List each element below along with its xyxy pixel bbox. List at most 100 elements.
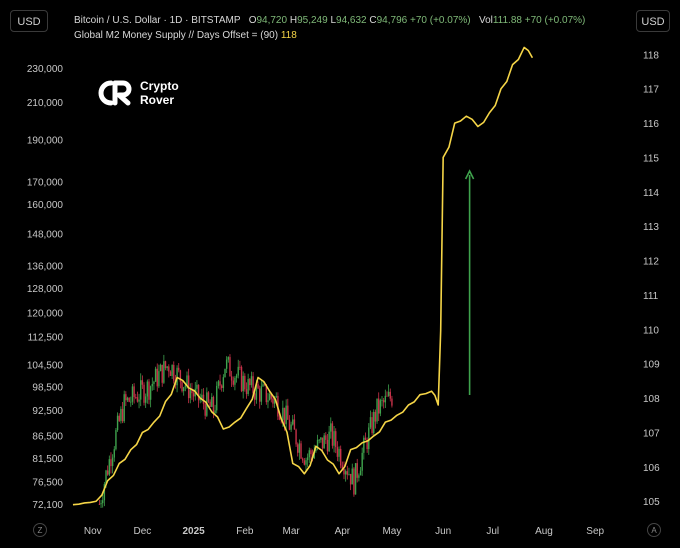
btc-candle	[315, 448, 317, 452]
btc-candle	[182, 387, 185, 392]
btc-candle	[379, 400, 382, 414]
btc-candle	[240, 366, 243, 392]
btc-candle	[301, 458, 304, 461]
btc-candle	[313, 451, 315, 459]
btc-candle	[368, 427, 370, 450]
btc-candle	[163, 361, 165, 383]
btc-candle	[102, 500, 104, 504]
indicator-header[interactable]: Global M2 Money Supply // Days Offset = …	[74, 30, 297, 41]
btc-candle	[275, 395, 277, 398]
time-tick-label: Jul	[486, 526, 499, 537]
btc-candle	[249, 379, 251, 386]
low-label: L	[330, 15, 337, 26]
time-tick-label: Apr	[335, 526, 351, 537]
btc-candle	[133, 386, 135, 398]
right-tick-label: 106	[643, 463, 660, 474]
btc-candle	[151, 383, 153, 387]
right-tick-label: 114	[643, 188, 659, 199]
indicator-value: 118	[280, 30, 297, 41]
btc-candle	[247, 379, 249, 395]
btc-candle	[295, 429, 297, 445]
m2-line-group	[72, 46, 534, 506]
volume-change: +70 (+0.07%)	[524, 15, 586, 26]
btc-candle	[320, 437, 322, 440]
time-tick-label: Mar	[282, 526, 300, 537]
btc-candle	[341, 465, 344, 469]
btc-candle	[168, 366, 170, 372]
btc-candle	[121, 408, 124, 422]
left-tick-label: 104,500	[27, 360, 64, 371]
logo-line-1: Crypto	[140, 79, 179, 93]
btc-candle	[116, 415, 119, 431]
symbol-header[interactable]: Bitcoin / U.S. Dollar · 1D · BITSTAMP O9…	[74, 15, 585, 26]
btc-candle	[184, 385, 187, 388]
high-label: H	[289, 15, 298, 26]
high-value: 95,249	[297, 15, 328, 26]
btc-candle	[106, 470, 109, 475]
btc-candle	[171, 364, 173, 376]
btc-candle	[364, 437, 367, 440]
btc-candle	[216, 385, 218, 411]
btc-candle	[376, 398, 378, 422]
btc-candle	[221, 385, 223, 388]
right-tick-label: 108	[643, 394, 660, 405]
volume-label: Vol	[478, 15, 493, 26]
btc-candle	[98, 503, 101, 505]
btc-candle	[346, 471, 349, 475]
time-tick-label: 2025	[182, 526, 205, 537]
btc-candle	[169, 371, 172, 376]
auto-scale-button[interactable]: A	[647, 523, 661, 537]
btc-candle	[154, 368, 157, 382]
btc-candle	[298, 443, 301, 453]
crypto-rover-logo: Crypto Rover	[98, 79, 179, 107]
right-tick-label: 111	[643, 291, 659, 302]
btc-candle	[207, 392, 210, 402]
btc-candle	[209, 401, 211, 407]
btc-candle	[235, 375, 238, 378]
btc-candle	[369, 417, 372, 428]
btc-candle	[361, 452, 363, 471]
btc-candle	[378, 398, 380, 414]
btc-candle	[130, 401, 132, 403]
zoom-button[interactable]: Z	[33, 523, 47, 537]
left-tick-label: 160,000	[27, 200, 64, 211]
volume-value: 111.88	[492, 15, 522, 26]
btc-candle	[219, 381, 221, 386]
right-axis-unit[interactable]: USD	[636, 10, 670, 32]
btc-candle	[204, 404, 206, 416]
btc-candle	[382, 400, 385, 403]
left-tick-label: 148,000	[27, 230, 64, 241]
btc-candle	[354, 463, 357, 495]
btc-candle	[292, 419, 294, 425]
btc-candle	[371, 417, 373, 434]
btc-candle	[158, 371, 160, 387]
btc-candle	[115, 430, 117, 450]
btc-candle	[176, 367, 178, 386]
low-value: 94,632	[336, 15, 367, 26]
btc-candle	[211, 397, 213, 407]
open-label: O	[248, 15, 257, 26]
btc-candle	[373, 411, 375, 434]
btc-candle	[242, 375, 244, 392]
right-tick-label: 116	[643, 119, 659, 130]
time-tick-label: Dec	[133, 526, 151, 537]
btc-candle	[348, 473, 350, 475]
btc-candle	[386, 395, 388, 397]
btc-candle	[318, 439, 320, 441]
btc-candle	[118, 415, 120, 421]
time-tick-label: Jun	[435, 526, 451, 537]
left-tick-label: 81,500	[32, 454, 63, 465]
btc-candle	[199, 398, 201, 401]
left-tick-label: 170,000	[27, 177, 64, 188]
btc-candle	[230, 376, 233, 381]
btc-candle	[252, 376, 254, 394]
btc-candle	[138, 399, 140, 402]
time-tick-label: Sep	[586, 526, 604, 537]
left-axis-unit[interactable]: USD	[10, 10, 48, 32]
btc-candle	[123, 394, 125, 422]
btc-candle	[321, 437, 324, 449]
right-tick-label: 113	[643, 222, 659, 233]
left-tick-label: 190,000	[27, 136, 64, 147]
time-axis: Nov Dec 2025 Feb Mar Apr May Jun Jul Aug Sep	[84, 526, 605, 537]
btc-candle	[173, 364, 175, 381]
